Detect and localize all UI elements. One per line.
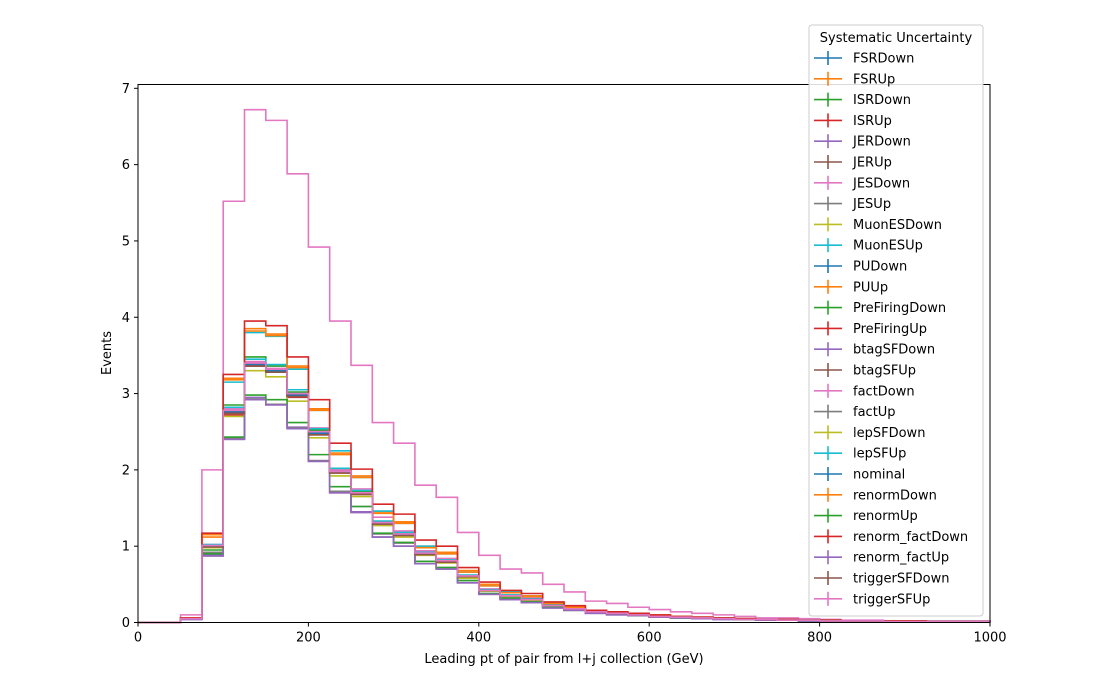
legend-label: PreFiringUp [853, 322, 927, 337]
y-tick-label: 1 [122, 540, 130, 555]
legend-item-factdown: factDown [814, 383, 915, 399]
series-jesdown-step [138, 108, 991, 624]
legend-label: ISRDown [853, 93, 911, 108]
series-triggersfup-step [138, 362, 991, 624]
legend-item-lepsfup: lepSFUp [814, 446, 906, 462]
legend-label: lepSFDown [853, 426, 925, 441]
legend-label: renormDown [853, 488, 937, 503]
y-tick-label: 5 [122, 234, 130, 249]
x-tick-label: 1000 [973, 631, 1006, 646]
legend-item-puup: PUUp [814, 279, 888, 295]
legend-label: FSRDown [853, 52, 914, 67]
y-tick-label: 0 [122, 616, 130, 631]
x-axis: 0 200 400 600 800 1000 [134, 622, 1007, 646]
y-axis: 0 1 2 3 4 5 6 7 [122, 82, 138, 631]
legend-label: ISRUp [853, 114, 892, 129]
y-tick-label: 2 [122, 463, 130, 478]
legend-label: btagSFUp [853, 364, 916, 379]
legend-item-renormup: renormUp [814, 508, 918, 524]
legend-item-jerdown: JERDown [814, 134, 911, 150]
plot-frame [137, 84, 991, 623]
y-tick-label: 4 [122, 311, 130, 326]
legend-item-lepsfdown: lepSFDown [814, 425, 925, 441]
legend-label: nominal [853, 468, 905, 483]
x-tick-label: 0 [134, 631, 142, 646]
legend-label: MuonESUp [853, 239, 923, 254]
legend-item-nominal: nominal [814, 467, 905, 483]
legend-item-jesdown: JESDown [814, 175, 910, 191]
legend-label: renorm_factDown [853, 530, 968, 545]
y-tick-label: 6 [122, 158, 130, 173]
legend-item-muonesup: MuonESUp [814, 238, 923, 254]
legend-item-fsrdown: FSRDown [814, 51, 914, 67]
x-tick-label: 200 [296, 631, 321, 646]
legend-item-prefiringup: PreFiringUp [814, 321, 927, 337]
legend-label: factDown [853, 384, 915, 399]
legend-label: PUDown [853, 260, 907, 275]
legend-label: renormUp [853, 509, 918, 524]
y-axis-label: Events [100, 331, 115, 375]
legend-item-prefiringdown: PreFiringDown [814, 300, 946, 316]
legend-items: FSRDown FSRUp ISRDown ISRUp JERDown JERUp JESD… [814, 51, 968, 607]
legend-item-muonesdown: MuonESDown [814, 217, 942, 233]
legend-label: JESDown [852, 176, 910, 191]
legend-label: lepSFUp [853, 447, 906, 462]
legend-title: Systematic Uncertainty [820, 31, 973, 46]
legend-label: PUUp [853, 280, 888, 295]
y-tick-label: 3 [122, 387, 130, 402]
x-tick-label: 600 [637, 631, 662, 646]
legend-label: triggerSFDown [853, 572, 949, 587]
legend-label: triggerSFUp [853, 592, 930, 607]
legend-box [808, 24, 984, 617]
histogram-series-layer [138, 108, 991, 624]
legend-label: JERDown [852, 135, 911, 150]
legend-item-btagsfup: btagSFUp [814, 363, 916, 379]
legend-label: renorm_factUp [853, 551, 949, 566]
legend-item-fsrup: FSRUp [814, 71, 895, 87]
legend: Systematic Uncertainty FSRDown FSRUp ISRDo… [808, 24, 984, 617]
legend-label: JESUp [852, 197, 891, 212]
x-axis-label: Leading pt of pair from l+j collection (… [424, 652, 703, 667]
legend-item-factup: factUp [814, 404, 896, 420]
legend-item-renormdown: renormDown [814, 487, 937, 503]
legend-item-isrup: ISRUp [814, 113, 892, 129]
legend-item-btagsfdown: btagSFDown [814, 342, 935, 358]
legend-label: factUp [853, 405, 896, 420]
x-tick-label: 800 [807, 631, 832, 646]
legend-item-renorm-factdown: renorm_factDown [814, 529, 968, 545]
legend-item-jesup: JESUp [814, 196, 891, 212]
legend-item-renorm-factup: renorm_factUp [814, 550, 949, 566]
legend-item-isrdown: ISRDown [814, 92, 911, 108]
legend-label: JERUp [852, 156, 892, 171]
legend-item-triggersfdown: triggerSFDown [814, 571, 949, 587]
legend-item-jerup: JERUp [814, 155, 892, 171]
y-tick-label: 7 [122, 82, 130, 97]
legend-label: btagSFDown [853, 343, 935, 358]
legend-label: FSRUp [853, 72, 895, 87]
x-tick-label: 400 [466, 631, 491, 646]
legend-item-triggersfup: triggerSFUp [814, 591, 930, 607]
legend-item-pudown: PUDown [814, 259, 907, 275]
legend-label: MuonESDown [853, 218, 942, 233]
legend-label: PreFiringDown [853, 301, 946, 316]
